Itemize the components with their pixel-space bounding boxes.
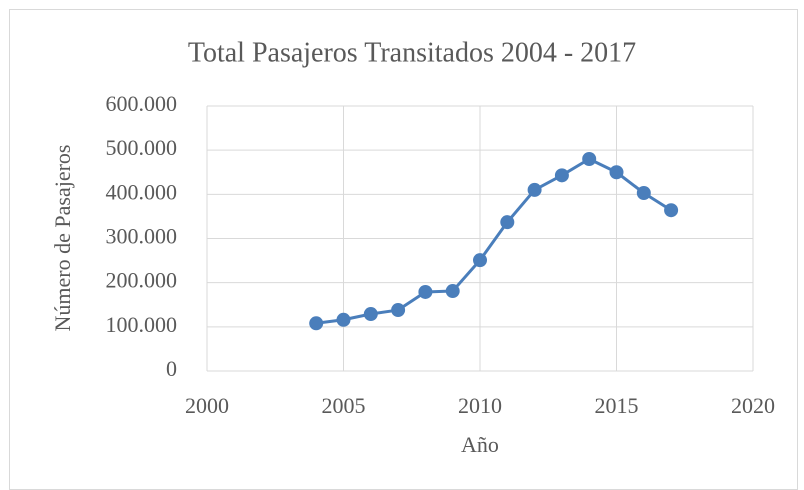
data-point — [500, 215, 515, 230]
data-point — [527, 182, 542, 197]
y-tick-label: 100.000 — [106, 312, 178, 337]
y-tick-label: 600.000 — [106, 91, 178, 116]
y-tick-label: 0 — [166, 356, 177, 381]
data-point — [554, 168, 569, 183]
chart-title: Total Pasajeros Transitados 2004 - 2017 — [188, 37, 636, 68]
data-point — [609, 165, 624, 180]
x-tick-label: 2020 — [731, 393, 775, 418]
data-point — [363, 307, 378, 322]
x-tick-label: 2015 — [595, 393, 639, 418]
y-tick-label: 500.000 — [106, 135, 178, 160]
chart-border — [9, 9, 798, 490]
data-point — [391, 303, 406, 318]
data-point — [664, 203, 679, 218]
data-point — [636, 186, 651, 201]
y-tick-label: 400.000 — [106, 179, 178, 204]
data-point — [445, 284, 460, 299]
x-tick-label: 2000 — [185, 393, 229, 418]
x-tick-label: 2010 — [458, 393, 502, 418]
data-point — [473, 253, 487, 268]
y-axis-label: Número de Pasajeros — [50, 145, 75, 332]
x-tick-label: 2005 — [322, 393, 366, 418]
y-tick-label: 300.000 — [106, 224, 178, 249]
x-axis-label: Año — [461, 432, 499, 457]
data-point — [582, 152, 597, 166]
data-point — [418, 284, 433, 299]
y-tick-label: 200.000 — [106, 268, 178, 293]
data-point — [336, 312, 351, 327]
data-point — [309, 316, 324, 331]
